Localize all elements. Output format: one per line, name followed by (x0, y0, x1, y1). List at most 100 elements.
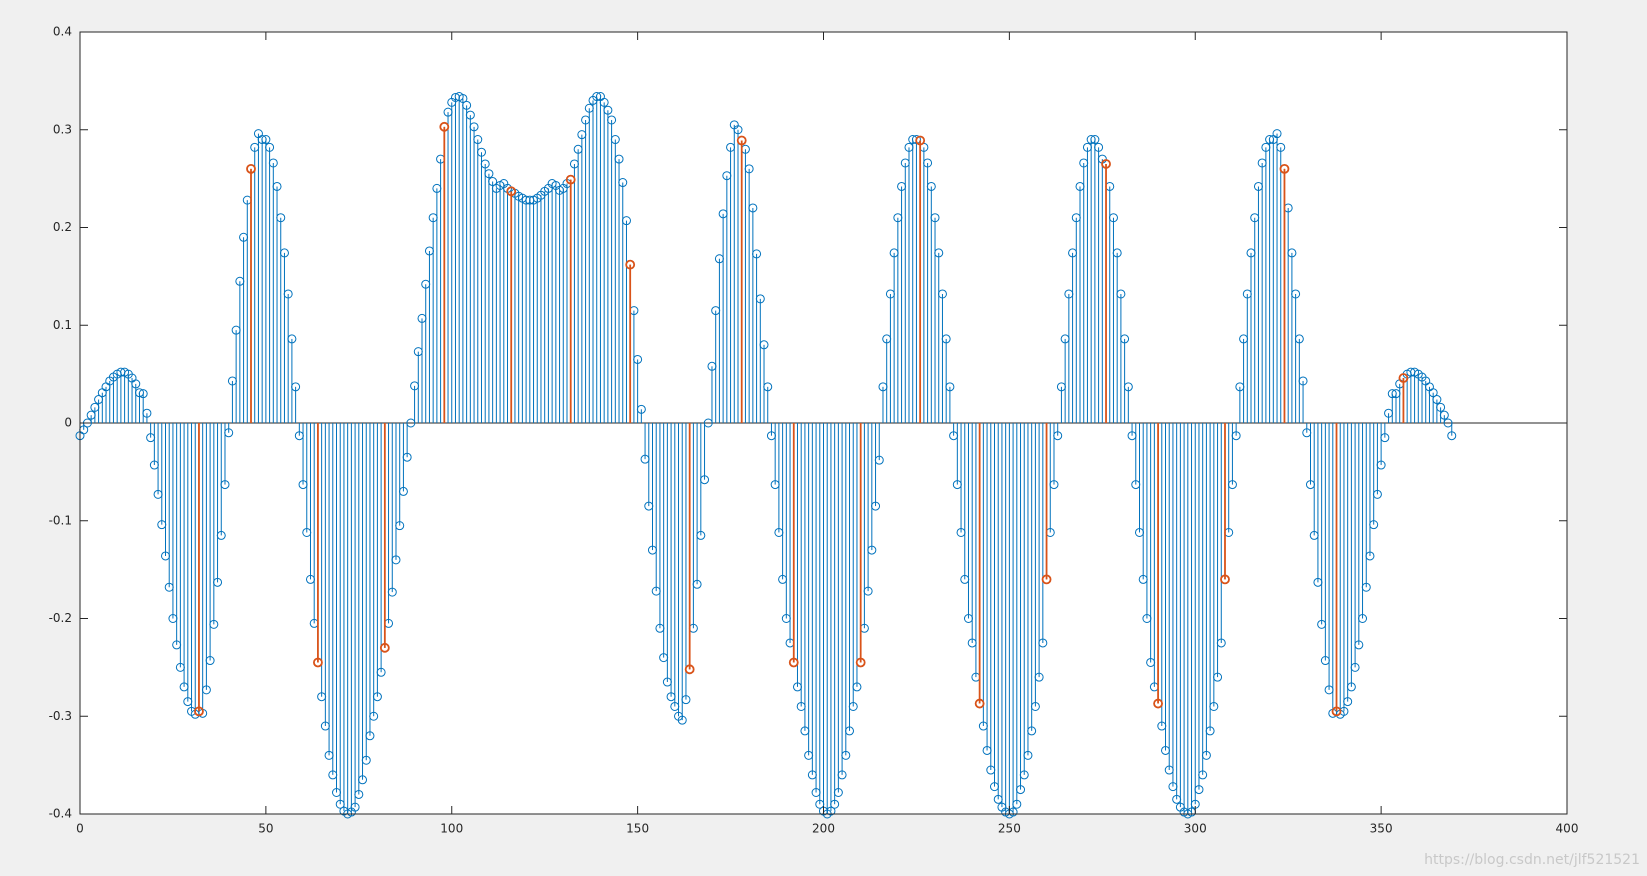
stem-marker (1213, 672, 1223, 682)
stem-marker (1365, 551, 1375, 561)
stem-marker (268, 158, 278, 168)
stem-marker (1194, 785, 1204, 795)
stem-marker (395, 521, 405, 531)
stem-marker (1436, 402, 1446, 412)
stem-marker (1287, 248, 1297, 258)
stem-marker (841, 750, 851, 760)
stem-marker (261, 135, 271, 145)
stem-marker (376, 667, 386, 677)
stem-marker (276, 213, 286, 223)
stem-marker (636, 404, 646, 414)
watermark: https://blog.csdn.net/jlf521521 (1424, 852, 1640, 868)
stem-marker (788, 657, 799, 668)
stem-marker (1298, 376, 1308, 386)
stem-marker (1346, 682, 1356, 692)
stem-marker (1447, 431, 1457, 441)
stem-marker (1019, 770, 1029, 780)
stem-marker (265, 142, 275, 152)
stem-marker (1053, 431, 1063, 441)
stem-marker (867, 545, 877, 555)
stem-marker (1372, 489, 1382, 499)
stem-marker (354, 789, 364, 799)
stem-marker (372, 692, 382, 702)
y-tick-label: 0 (64, 416, 72, 430)
stem-marker (1120, 334, 1130, 344)
stem-marker (848, 701, 858, 711)
stem-marker (1027, 726, 1037, 736)
stem-marker (1376, 460, 1386, 470)
stem-marker (387, 587, 397, 597)
stem-marker (830, 799, 840, 809)
stem-marker (465, 110, 475, 120)
stem-marker (313, 657, 323, 668)
stem-marker (752, 249, 762, 259)
stem-marker (863, 586, 873, 596)
stem-marker (480, 159, 490, 169)
x-tick-label: 200 (812, 822, 835, 836)
stem-marker (1369, 520, 1379, 530)
stem-marker (1343, 697, 1353, 707)
stem-marker (379, 642, 390, 653)
stem-marker (1030, 701, 1040, 711)
stem-marker (1023, 750, 1033, 760)
stem-marker (1227, 480, 1237, 490)
stem-marker (1350, 662, 1360, 672)
stem-marker (1331, 706, 1342, 717)
stem-marker (1398, 373, 1409, 383)
stem-marker (473, 135, 483, 145)
stem-marker (1041, 574, 1052, 585)
stem-marker (1153, 698, 1163, 709)
y-tick-label: -0.2 (49, 611, 72, 625)
stem-marker (142, 408, 152, 418)
stem-marker (358, 775, 368, 785)
y-tick-label: 0.4 (53, 25, 72, 39)
y-tick-label: 0.3 (53, 122, 72, 136)
stem-marker (213, 577, 223, 587)
stem-marker (246, 163, 256, 174)
stem-marker (941, 334, 951, 344)
stem-marker (599, 97, 609, 107)
stem-marker (1034, 672, 1044, 682)
stem-marker (1439, 410, 1449, 420)
stem-marker (462, 100, 472, 110)
stem-marker (1209, 701, 1219, 711)
stem-marker (484, 169, 494, 179)
x-tick-label: 0 (76, 822, 84, 836)
stem-marker (871, 501, 881, 511)
stem-marker (610, 135, 620, 145)
stem-marker (945, 382, 955, 392)
stem-marker (837, 770, 847, 780)
stem-marker (220, 480, 230, 490)
stem-marker (618, 178, 628, 188)
stem-marker (826, 806, 836, 816)
stem-marker (138, 389, 148, 399)
stem-marker (1016, 785, 1026, 795)
stem-marker (506, 186, 517, 197)
y-tick-label: -0.4 (49, 807, 72, 821)
stem-marker (476, 147, 486, 157)
stem-marker (391, 555, 401, 565)
stem-marker (398, 486, 408, 496)
stem-marker (692, 579, 702, 589)
stem-marker (748, 203, 758, 213)
stem-marker (915, 135, 926, 146)
stem-marker (1220, 574, 1230, 585)
stem-marker (565, 174, 576, 185)
stem-marker (614, 154, 624, 164)
stem-marker (855, 657, 866, 668)
stem-marker (279, 248, 289, 258)
stem-marker (1101, 159, 1111, 169)
x-tick-label: 100 (440, 822, 463, 836)
stem-marker (1198, 770, 1208, 780)
stem-marker (733, 125, 743, 135)
stem-marker (1361, 582, 1371, 592)
stem-marker (1380, 433, 1390, 443)
stem-marker (744, 164, 754, 174)
stem-marker (1216, 638, 1226, 648)
stem-marker (1038, 638, 1048, 648)
stem-marker (439, 121, 450, 132)
stem-marker (607, 115, 617, 125)
stem-marker (1432, 395, 1442, 405)
